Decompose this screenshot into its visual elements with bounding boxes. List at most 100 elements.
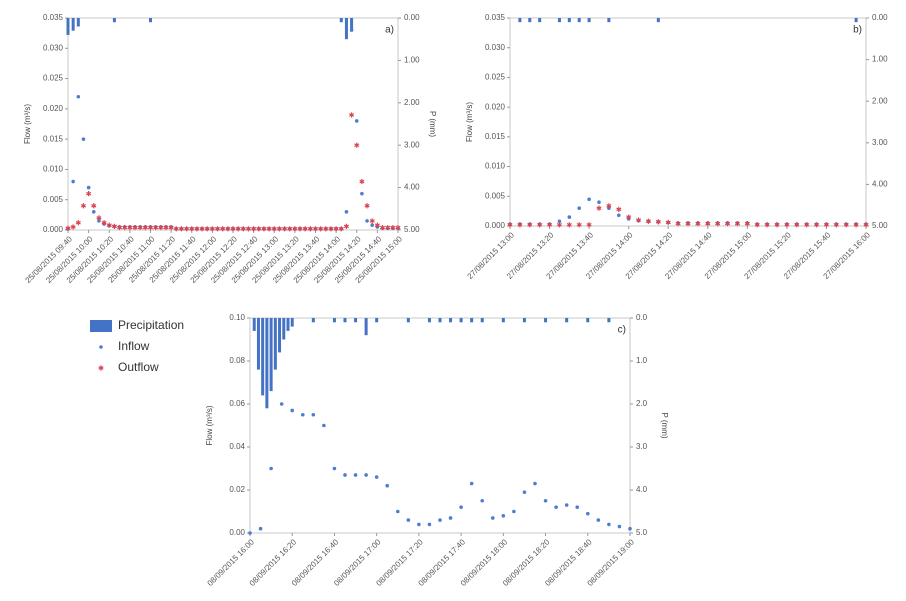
y2-tick-label: 1.00 xyxy=(872,55,888,64)
outflow-point xyxy=(606,203,612,209)
y2-tick-label: 3.00 xyxy=(872,138,888,147)
outflow-point xyxy=(132,224,138,231)
precipitation-bar xyxy=(607,18,611,23)
precipitation-bar xyxy=(528,18,532,23)
y-tick-label: 0.08 xyxy=(229,356,245,365)
outflow-point xyxy=(137,224,143,231)
inflow-point xyxy=(427,522,432,527)
outflow-point xyxy=(379,224,386,231)
outflow-point xyxy=(235,226,241,232)
y2-tick-label: 4.00 xyxy=(404,183,420,192)
precipitation-bar xyxy=(311,318,315,323)
inflow-point xyxy=(585,511,590,516)
chart-panel: 0.000 0.005 0.010 0.015 0.020 0.025 0.030 0.035… xyxy=(23,13,437,285)
y-tick-label: 0.025 xyxy=(485,73,506,82)
inflow-point xyxy=(332,466,337,471)
outflow-point xyxy=(823,222,829,228)
inflow-point xyxy=(269,466,273,471)
plot-frame xyxy=(509,17,867,227)
inflow-point xyxy=(567,215,572,219)
outflow-point xyxy=(86,191,92,197)
outflow-point xyxy=(101,220,107,226)
outflow-point xyxy=(209,226,215,232)
y-axis-title: Flow (m³/s) xyxy=(23,104,32,144)
inflow-point xyxy=(97,219,101,223)
inflow-point xyxy=(554,505,558,510)
y2-tick-label: 1.0 xyxy=(636,356,648,365)
inflow-point xyxy=(564,503,569,507)
inflow-point xyxy=(71,179,75,184)
precipitation-bar xyxy=(269,318,273,392)
y2-tick-label: 1.00 xyxy=(404,56,420,65)
outflow-point xyxy=(199,226,205,232)
inflow-point xyxy=(370,223,375,227)
outflow-point xyxy=(70,224,76,230)
outflow-point xyxy=(369,218,375,224)
y2-axis-title: P (mm) xyxy=(660,412,669,438)
inflow-point xyxy=(577,206,582,210)
outflow-point xyxy=(122,224,128,231)
inflow-point xyxy=(533,481,537,486)
outflow-point xyxy=(245,226,252,232)
inflow-point xyxy=(322,423,326,428)
inflow-point xyxy=(406,518,411,522)
precipitation-bar xyxy=(149,18,152,23)
inflow-point xyxy=(364,473,368,477)
outflow-point xyxy=(338,226,344,232)
outflow-point xyxy=(636,217,642,223)
precipitation-bar xyxy=(557,18,561,23)
y2-tick-label: 2.00 xyxy=(872,96,888,105)
outflow-point xyxy=(774,222,780,228)
inflow-point xyxy=(597,200,601,205)
y-tick-label: 0.06 xyxy=(229,399,245,408)
outflow-point xyxy=(312,226,319,232)
outflow-point xyxy=(256,226,262,232)
inflow-point xyxy=(258,526,263,531)
y2-tick-label: 0.00 xyxy=(404,13,420,22)
outflow-point xyxy=(282,226,288,232)
precipitation-bar xyxy=(438,318,442,323)
panel-label: a) xyxy=(385,25,394,36)
outflow-point xyxy=(385,224,391,231)
outflow-point xyxy=(189,226,195,232)
outflow-point xyxy=(80,203,87,209)
outflow-point xyxy=(566,222,572,228)
inflow-point xyxy=(617,524,622,529)
legend-label: Precipitation xyxy=(118,318,184,332)
outflow-point xyxy=(395,224,401,231)
inflow-point xyxy=(596,518,601,522)
inflow-point xyxy=(616,213,621,218)
legend-label: Outflow xyxy=(118,360,159,374)
y2-tick-label: 5.0 xyxy=(636,528,648,537)
inflow-point xyxy=(248,531,252,535)
y2-tick-label: 3.0 xyxy=(636,442,648,451)
outflow-point xyxy=(91,203,97,209)
inflow-point xyxy=(512,509,516,514)
inflow-point xyxy=(395,509,400,514)
outflow-point xyxy=(734,221,740,227)
inflow-point xyxy=(86,185,91,190)
outflow-point xyxy=(204,226,210,232)
y-tick-label: 0.035 xyxy=(485,13,506,22)
inflow-point xyxy=(417,522,421,527)
outflow-point xyxy=(127,224,133,231)
y-tick-label: 0.020 xyxy=(485,102,506,111)
outflow-point xyxy=(266,226,272,232)
plot-frame xyxy=(249,317,631,534)
outflow-point xyxy=(547,222,553,228)
y-tick-label: 0.010 xyxy=(485,162,506,171)
inflow-point xyxy=(360,191,364,196)
precipitation-bar xyxy=(66,18,70,35)
y-tick-label: 0.025 xyxy=(43,74,64,83)
precipitation-bar xyxy=(577,18,581,23)
inflow-point xyxy=(279,402,284,406)
precipitation-bar xyxy=(607,318,611,323)
legend-label: Inflow xyxy=(118,339,150,353)
outflow-point xyxy=(75,220,81,226)
precipitation-bar xyxy=(350,18,354,31)
outflow-point xyxy=(276,226,282,232)
inflow-point xyxy=(557,219,562,224)
outflow-point xyxy=(754,222,760,228)
outflow-point xyxy=(725,221,731,227)
